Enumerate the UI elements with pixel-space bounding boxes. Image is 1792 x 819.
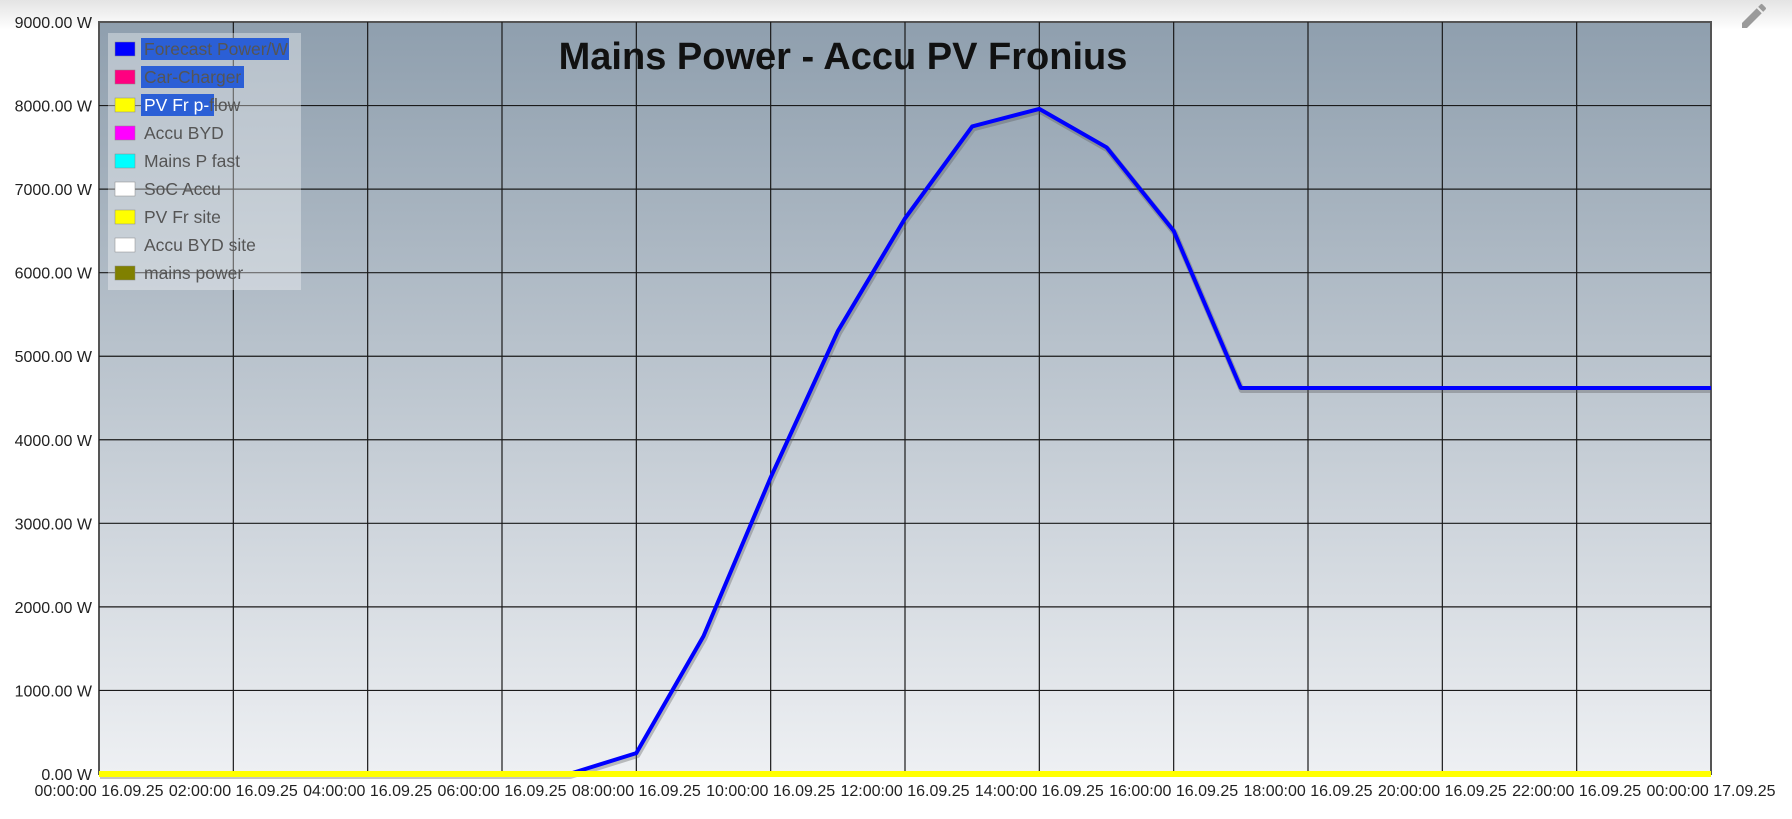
legend-selection-highlight	[141, 38, 289, 60]
y-axis-ticks: 0.00 W 1000.00 W 2000.00 W 3000.00 W 4000.00…	[15, 15, 93, 784]
legend-selection-highlight	[141, 94, 214, 116]
legend-swatch	[114, 209, 136, 225]
y-tick-label: 6000.00 W	[15, 266, 93, 283]
x-tick-label: 18:00:00 16.09.25	[1243, 783, 1372, 800]
grid	[99, 22, 1711, 774]
y-tick-label: 9000.00 W	[15, 15, 93, 32]
legend-label: SoC Accu	[144, 179, 221, 199]
x-tick-label: 00:00:00 16.09.25	[34, 783, 163, 800]
legend-swatch	[114, 181, 136, 197]
legend-swatch	[114, 237, 136, 253]
x-tick-label: 04:00:00 16.09.25	[303, 783, 432, 800]
x-tick-label: 02:00:00 16.09.25	[169, 783, 298, 800]
legend-label: Accu BYD	[144, 123, 224, 143]
series-line	[99, 106, 1711, 776]
y-tick-label: 8000.00 W	[15, 99, 93, 116]
edit-button[interactable]	[1734, 0, 1774, 32]
legend-label: Forecast Power/W	[144, 39, 288, 59]
chart-title: Mains Power - Accu PV Fronius	[559, 36, 1128, 78]
x-tick-label: 22:00:00 16.09.25	[1512, 783, 1641, 800]
y-tick-label: 2000.00 W	[15, 600, 93, 617]
legend-label: PV Fr p-flow	[144, 95, 241, 115]
legend-label: PV Fr site	[144, 207, 221, 227]
y-tick-label: 7000.00 W	[15, 182, 93, 199]
legend-swatch	[114, 125, 136, 141]
x-tick-label: 00:00:00 17.09.25	[1646, 783, 1775, 800]
y-tick-label: 4000.00 W	[15, 433, 93, 450]
legend-swatch	[114, 153, 136, 169]
y-tick-label: 0.00 W	[41, 767, 93, 784]
legend-swatch	[114, 97, 136, 113]
y-tick-label: 3000.00 W	[15, 516, 93, 533]
pencil-icon	[1742, 3, 1767, 28]
series-layer	[99, 106, 1712, 779]
x-tick-label: 12:00:00 16.09.25	[840, 783, 969, 800]
legend-swatch	[114, 265, 136, 281]
x-tick-label: 20:00:00 16.09.25	[1378, 783, 1507, 800]
legend-label: mains power	[144, 263, 243, 283]
legend-selection-highlight	[141, 66, 244, 88]
legend-swatch	[114, 41, 136, 57]
x-tick-label: 10:00:00 16.09.25	[706, 783, 835, 800]
legend: Forecast Power/W Car-Charger PV Fr p-flow A…	[108, 33, 301, 290]
legend-swatch	[114, 69, 136, 85]
legend-label: Accu BYD site	[144, 235, 256, 255]
legend-label: Mains P fast	[144, 151, 240, 171]
y-tick-label: 1000.00 W	[15, 683, 93, 700]
x-tick-label: 06:00:00 16.09.25	[437, 783, 566, 800]
x-tick-label: 16:00:00 16.09.25	[1109, 783, 1238, 800]
y-tick-label: 5000.00 W	[15, 349, 93, 366]
x-tick-label: 08:00:00 16.09.25	[572, 783, 701, 800]
legend-label: Car-Charger	[144, 67, 241, 87]
x-axis-ticks: 00:00:00 16.09.25 02:00:00 16.09.25 04:00:…	[34, 783, 1775, 800]
x-tick-label: 14:00:00 16.09.25	[975, 783, 1104, 800]
